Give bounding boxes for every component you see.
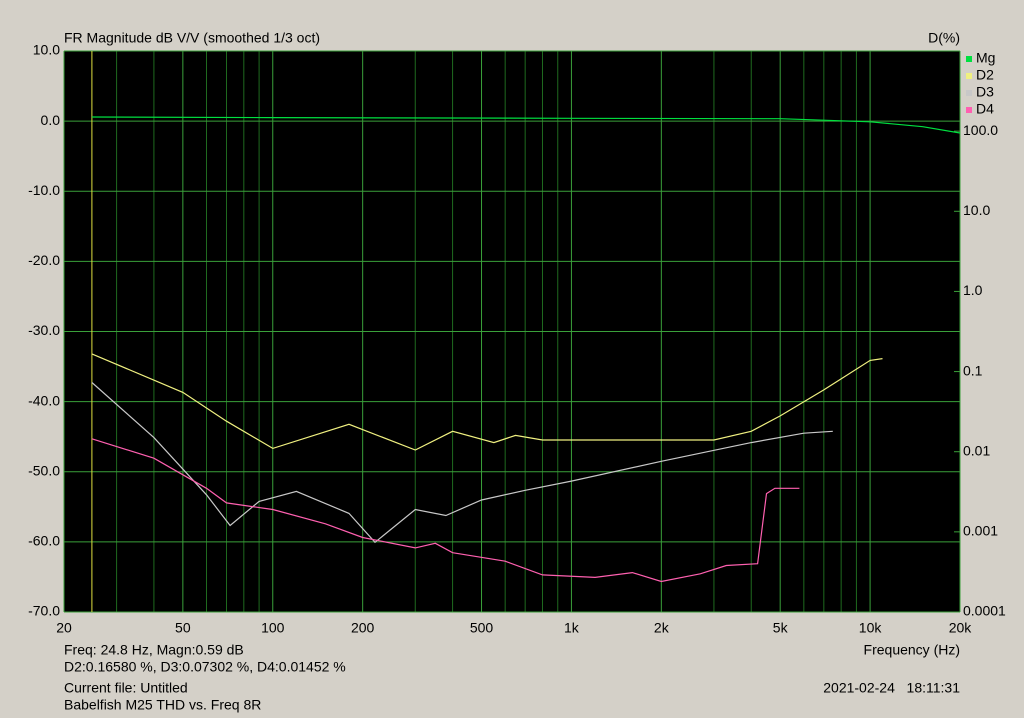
info-line: Freq: 24.8 Hz, Magn:0.59 dB [64,642,244,658]
series-line [91,438,800,583]
x-tick-label: 20k [949,620,973,636]
y-tick-label: -50.0 [28,462,60,478]
info-line: D2:0.16580 %, D3:0.07302 %, D4:0.01452 % [64,659,346,675]
y2-tick-label: 0.01 [963,442,990,458]
y-tick-label: 0.0 [41,112,61,128]
series-line [91,353,883,451]
legend-swatch [966,56,972,62]
y2-tick-label: 10.0 [963,202,990,218]
legend-label: D4 [976,101,994,117]
y-tick-label: -10.0 [28,182,60,198]
legend-swatch [966,90,972,96]
y2-tick-label: 1.0 [963,282,983,298]
legend-label: Mg [976,50,995,66]
series-line [91,116,961,134]
y2-tick-label: 0.0001 [963,603,1006,619]
x-tick-label: 1k [564,620,580,636]
x-tick-label: 500 [470,620,494,636]
timestamp: 2021-02-24 18:11:31 [823,680,960,696]
y2-tick-label: 100.0 [963,122,998,138]
info-line: Babelfish M25 THD vs. Freq 8R [64,697,261,713]
chart-title: FR Magnitude dB V/V (smoothed 1/3 oct) [64,30,320,46]
y-tick-label: -20.0 [28,252,60,268]
x-tick-label: 100 [261,620,285,636]
y-tick-label: -40.0 [28,392,60,408]
x-tick-label: 10k [859,620,883,636]
info-line: Current file: Untitled [64,680,188,696]
x-tick-label: 50 [175,620,191,636]
y-tick-label: -30.0 [28,322,60,338]
x-tick-label: 5k [773,620,789,636]
x-tick-label: 20 [56,620,72,636]
legend-label: D3 [976,84,994,100]
y2-tick-label: 0.1 [963,362,983,378]
x-tick-label: 200 [351,620,375,636]
x-axis-label: Frequency (Hz) [864,642,960,658]
series-line [91,382,833,544]
x-tick-label: 2k [654,620,670,636]
legend-swatch [966,107,972,113]
y-tick-label: -60.0 [28,533,60,549]
y2-axis-label: D(%) [928,30,960,46]
legend-swatch [966,73,972,79]
y2-tick-label: 0.001 [963,523,998,539]
legend-label: D2 [976,67,994,83]
y-tick-label: -70.0 [28,603,60,619]
y-tick-label: 10.0 [33,42,60,58]
